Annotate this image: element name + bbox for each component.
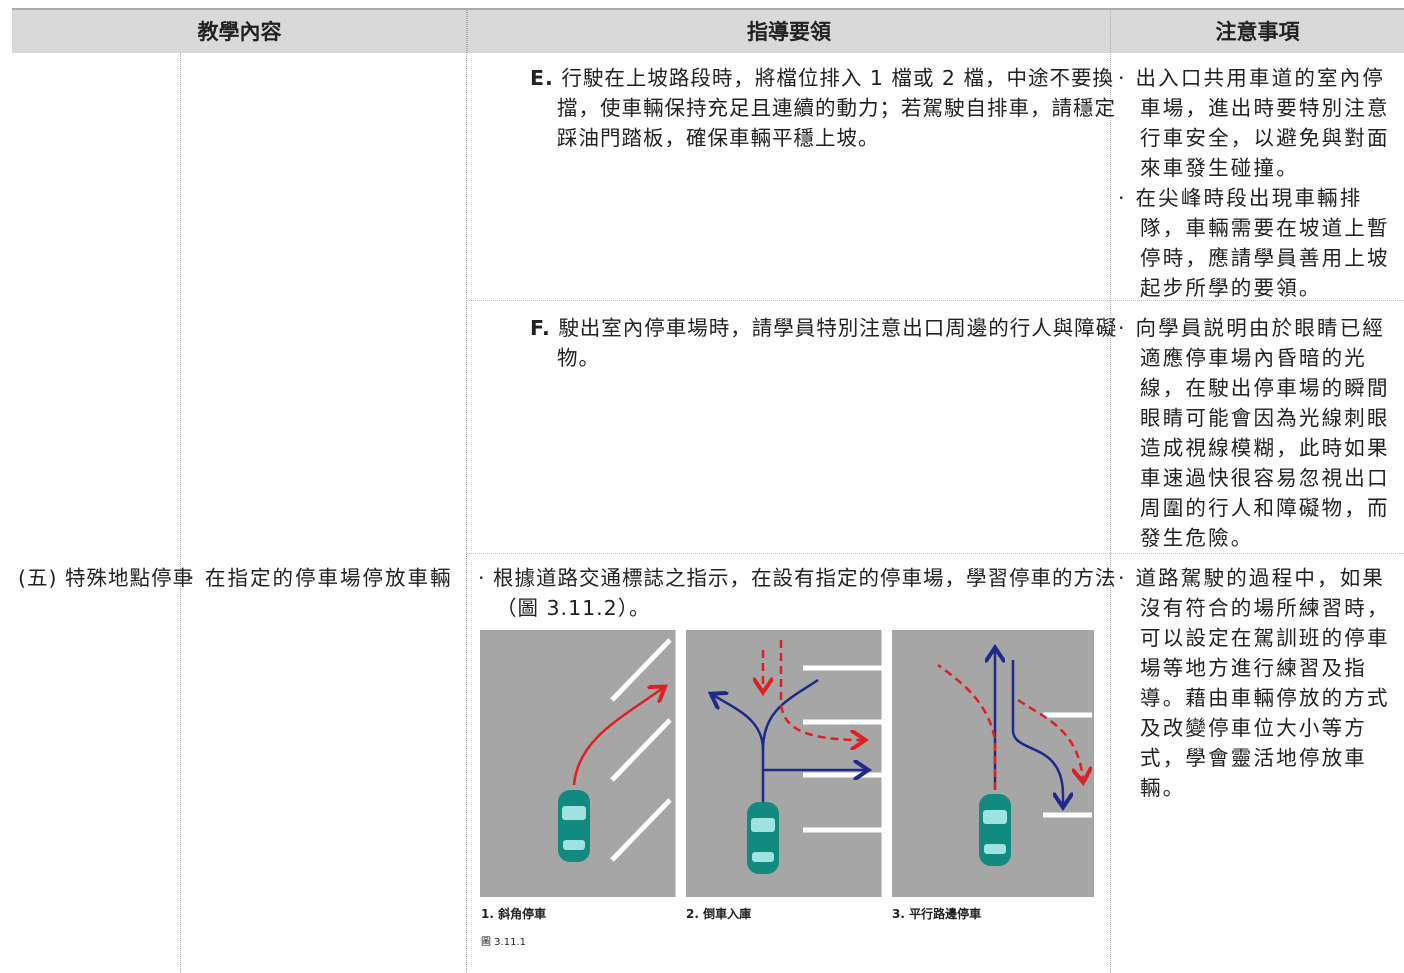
- note-text: 向學員説明由於眼睛已經適應停車場內昏暗的光線，在駛出停車場的瞬間眼睛可能會因為光…: [1135, 316, 1390, 550]
- caption: 1. 斜角停車: [481, 907, 547, 921]
- divider: [467, 300, 1404, 301]
- topic: (五) 特殊地點停車: [18, 566, 195, 590]
- guide-text: 駛出室內停車場時，請學員特別注意出口周邊的行人與障礙物。: [557, 316, 1118, 370]
- note: · 在尖峰時段出現車輛排隊，車輛需要在坡道上暫停時，應請學員善用上坡起步所學的要…: [1118, 186, 1390, 300]
- header-cell: 注意事項: [1110, 8, 1404, 53]
- note: · 出入口共用車道的室內停車場，進出時要特別注意行車安全，以避免與對面來車發生碰…: [1118, 66, 1390, 180]
- guide-text: 根據道路交通標誌之指示，在設有指定的停車場，學習停車的方法（圖 3.11.2）。: [493, 566, 1117, 620]
- guide: E. 行駛在上坡路段時，將檔位排入 1 檔或 2 檔，中途不要換擋，使車輛保持充…: [530, 63, 1129, 153]
- guide-label: F.: [530, 316, 551, 340]
- header-cell: 教學內容: [12, 8, 467, 53]
- note-text: 在尖峰時段出現車輛排隊，車輛需要在坡道上暫停時，應請學員善用上坡起步所學的要領。: [1135, 186, 1390, 300]
- note: · 向學員説明由於眼睛已經適應停車場內昏暗的光線，在駛出停車場的瞬間眼睛可能會因…: [1118, 316, 1390, 550]
- caption: 2. 倒車入庫: [686, 907, 752, 921]
- note-text: 道路駕駛的過程中，如果沒有符合的場所練習時，可以設定在駕訓班的停車場等地方進行練…: [1135, 566, 1390, 800]
- caption: 3. 平行路邊停車: [892, 907, 982, 921]
- divider: [180, 53, 181, 973]
- guide: · 根據道路交通標誌之指示，在設有指定的停車場，學習停車的方法（圖 3.11.2…: [478, 566, 1117, 620]
- notes: · 道路駕駛的過程中，如果沒有符合的場所練習時，可以設定在駕訓班的停車場等地方進…: [1118, 563, 1400, 803]
- divider: [466, 8, 467, 973]
- guide: F. 駛出室內停車場時，請學員特別注意出口周邊的行人與障礙物。: [530, 313, 1129, 373]
- figure-label: 圖 3.11.1: [481, 937, 526, 948]
- item: · 在指定的停車場停放車輛: [188, 566, 453, 590]
- guide-label: E.: [530, 66, 554, 90]
- figure: [480, 630, 1098, 897]
- header-cell: 指導要領: [467, 8, 1110, 53]
- note-text: 出入口共用車道的室內停車場，進出時要特別注意行車安全，以避免與對面來車發生碰撞。: [1135, 66, 1390, 180]
- guide-text: 行駛在上坡路段時，將檔位排入 1 檔或 2 檔，中途不要換擋，使車輛保持充足且連…: [557, 66, 1116, 150]
- notes: · 出入口共用車道的室內停車場，進出時要特別注意行車安全，以避免與對面來車發生碰…: [1118, 63, 1400, 303]
- divider: [1110, 8, 1111, 973]
- item-text: 在指定的停車場停放車輛: [205, 566, 453, 590]
- divider: [467, 553, 1404, 554]
- note: · 道路駕駛的過程中，如果沒有符合的場所練習時，可以設定在駕訓班的停車場等地方進…: [1118, 566, 1390, 800]
- notes: · 向學員説明由於眼睛已經適應停車場內昏暗的光線，在駛出停車場的瞬間眼睛可能會因…: [1118, 313, 1400, 553]
